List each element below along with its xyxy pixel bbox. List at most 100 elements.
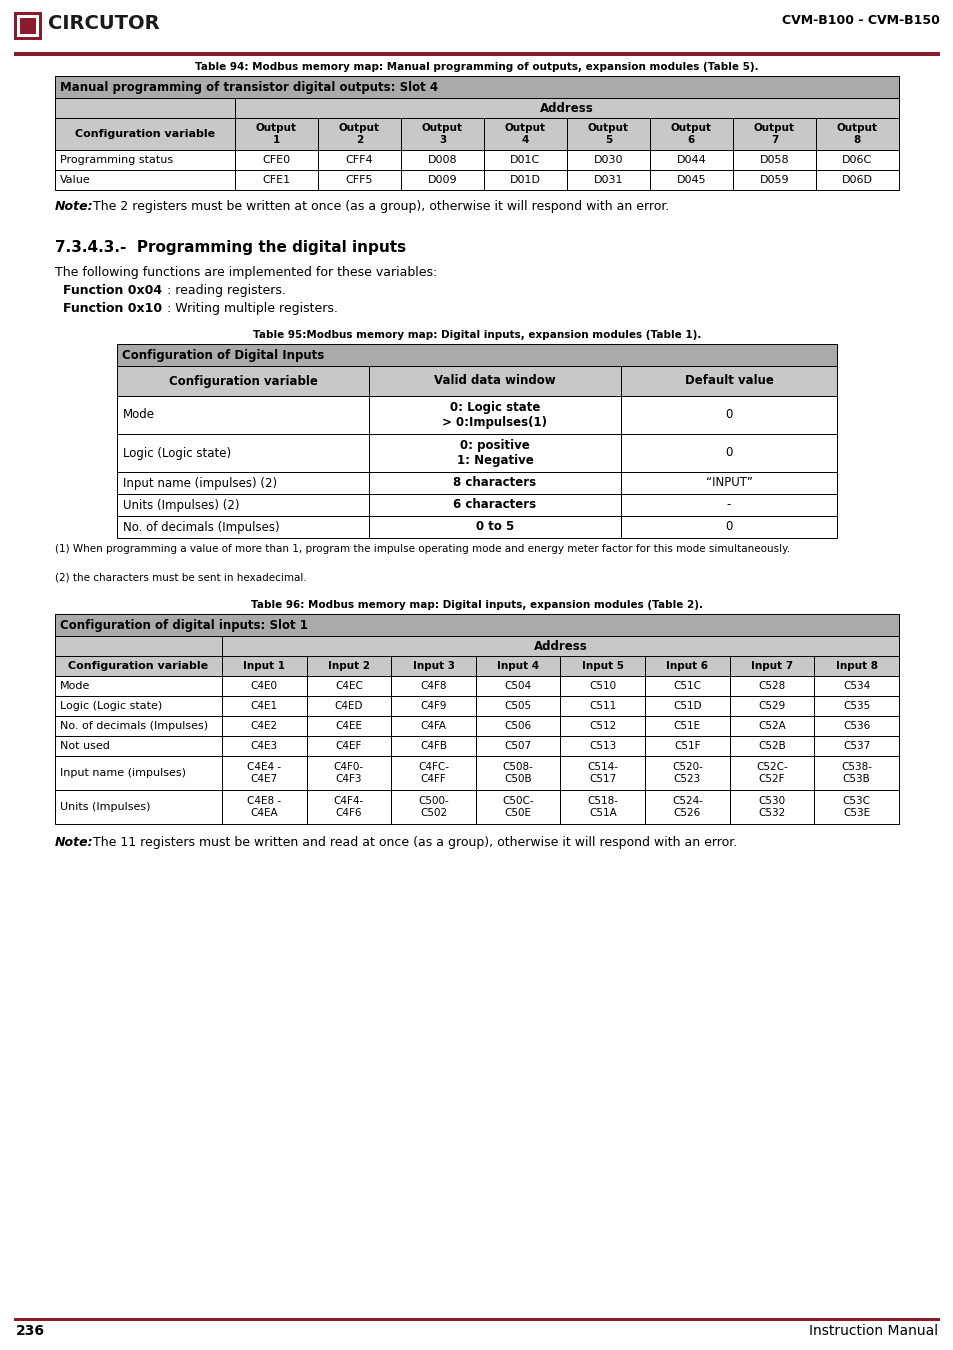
- Bar: [234, 150, 317, 170]
- Bar: [476, 676, 560, 697]
- Bar: [476, 736, 560, 756]
- Bar: [815, 170, 898, 190]
- Bar: [55, 697, 222, 716]
- Text: C4E1: C4E1: [251, 701, 277, 711]
- Text: Units (Impulses) (2): Units (Impulses) (2): [123, 498, 239, 512]
- Text: Table 94: Modbus memory map: Manual programming of outputs, expansion modules (T: Table 94: Modbus memory map: Manual prog…: [195, 62, 758, 72]
- Text: C505: C505: [504, 701, 531, 711]
- Bar: [732, 150, 815, 170]
- Text: Programming status: Programming status: [60, 155, 172, 165]
- Text: C535: C535: [842, 701, 869, 711]
- Bar: [814, 716, 898, 736]
- Text: Output
5: Output 5: [587, 123, 628, 144]
- Bar: [476, 697, 560, 716]
- Text: C50C-
C50E: C50C- C50E: [502, 796, 534, 818]
- Text: C512: C512: [589, 721, 616, 730]
- Text: CFF5: CFF5: [345, 176, 373, 185]
- Bar: [729, 676, 814, 697]
- Text: : reading registers.: : reading registers.: [167, 284, 286, 297]
- Text: Function 0x04: Function 0x04: [63, 284, 162, 297]
- Bar: [55, 150, 234, 170]
- Text: C510: C510: [589, 680, 616, 691]
- Bar: [566, 170, 649, 190]
- Bar: [369, 516, 620, 539]
- Text: C506: C506: [504, 721, 531, 730]
- Bar: [117, 396, 369, 433]
- Text: Input 8: Input 8: [835, 662, 877, 671]
- Text: Mode: Mode: [123, 409, 154, 421]
- Text: 6 characters: 6 characters: [453, 498, 536, 512]
- Bar: [369, 472, 620, 494]
- Bar: [369, 366, 620, 396]
- Bar: [814, 756, 898, 790]
- Bar: [644, 697, 729, 716]
- Text: Input 5: Input 5: [581, 662, 623, 671]
- Text: C52B: C52B: [758, 741, 785, 751]
- Bar: [317, 117, 400, 150]
- Bar: [17, 15, 39, 36]
- Text: CFE0: CFE0: [262, 155, 291, 165]
- Text: D030: D030: [593, 155, 622, 165]
- Text: Address: Address: [533, 640, 587, 652]
- Text: C4E2: C4E2: [251, 721, 277, 730]
- Bar: [560, 756, 644, 790]
- Bar: [649, 150, 732, 170]
- Text: (2) the characters must be sent in hexadecimal.: (2) the characters must be sent in hexad…: [55, 572, 307, 582]
- Bar: [55, 756, 222, 790]
- Text: C4E8 -
C4EA: C4E8 - C4EA: [247, 796, 281, 818]
- Bar: [649, 117, 732, 150]
- Bar: [234, 117, 317, 150]
- Text: Address: Address: [539, 101, 594, 115]
- Text: No. of decimals (Impulses): No. of decimals (Impulses): [123, 521, 279, 533]
- Text: D059: D059: [759, 176, 788, 185]
- Text: CIRCUTOR: CIRCUTOR: [48, 14, 159, 32]
- Text: C51E: C51E: [673, 721, 700, 730]
- Text: CFE1: CFE1: [262, 176, 291, 185]
- Bar: [729, 756, 814, 790]
- Text: C538-
C53B: C538- C53B: [841, 763, 871, 784]
- Text: C4F0-
C4F3: C4F0- C4F3: [334, 763, 364, 784]
- Text: C511: C511: [589, 701, 616, 711]
- Text: C4EC: C4EC: [335, 680, 362, 691]
- Bar: [476, 790, 560, 824]
- Text: C504: C504: [504, 680, 531, 691]
- Bar: [620, 396, 836, 433]
- Text: Input 2: Input 2: [328, 662, 370, 671]
- Bar: [234, 99, 898, 117]
- Text: C4F4-
C4F6: C4F4- C4F6: [334, 796, 364, 818]
- Text: Input name (impulses) (2): Input name (impulses) (2): [123, 477, 276, 490]
- Bar: [476, 656, 560, 676]
- Text: Instruction Manual: Instruction Manual: [808, 1324, 937, 1338]
- Text: C4F8: C4F8: [420, 680, 446, 691]
- Text: C51C: C51C: [673, 680, 700, 691]
- Bar: [317, 150, 400, 170]
- Text: C52C-
C52F: C52C- C52F: [756, 763, 787, 784]
- Text: Output
6: Output 6: [670, 123, 711, 144]
- Text: Output
1: Output 1: [255, 123, 296, 144]
- Bar: [222, 636, 898, 656]
- Text: D009: D009: [427, 176, 456, 185]
- Text: No. of decimals (Impulses): No. of decimals (Impulses): [60, 721, 208, 730]
- Bar: [55, 676, 222, 697]
- Text: D01D: D01D: [510, 176, 540, 185]
- Text: 0: 0: [724, 447, 732, 459]
- Bar: [55, 656, 222, 676]
- Bar: [814, 790, 898, 824]
- Bar: [55, 614, 898, 636]
- Text: C52A: C52A: [758, 721, 785, 730]
- Text: Logic (Logic state): Logic (Logic state): [60, 701, 162, 711]
- Bar: [117, 472, 369, 494]
- Text: 8 characters: 8 characters: [453, 477, 536, 490]
- Text: Configuration variable: Configuration variable: [169, 374, 317, 387]
- Bar: [391, 716, 476, 736]
- Text: -: -: [726, 498, 730, 512]
- Bar: [566, 150, 649, 170]
- Text: C529: C529: [758, 701, 785, 711]
- Text: C4FA: C4FA: [420, 721, 446, 730]
- Text: The following functions are implemented for these variables:: The following functions are implemented …: [55, 266, 436, 279]
- Text: 0: positive
1: Negative: 0: positive 1: Negative: [456, 439, 533, 467]
- Bar: [306, 756, 391, 790]
- Bar: [732, 170, 815, 190]
- Bar: [117, 366, 369, 396]
- Text: Mode: Mode: [60, 680, 91, 691]
